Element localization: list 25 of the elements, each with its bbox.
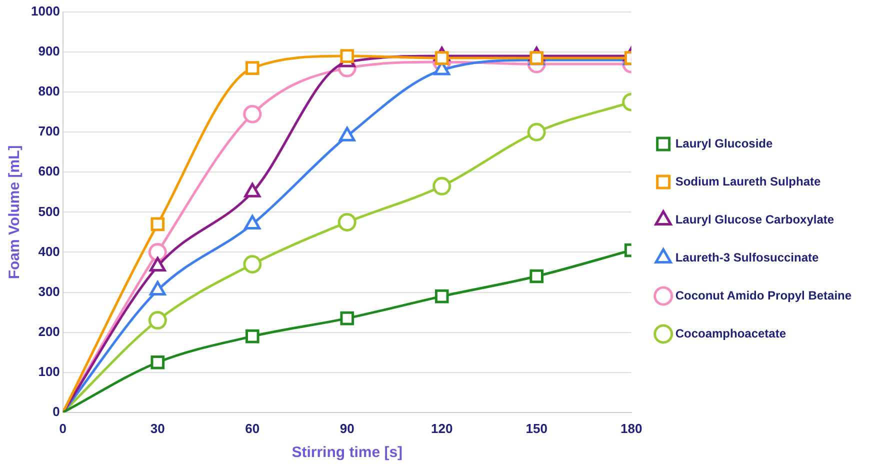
- legend-label: Sodium Laureth Sulphate: [675, 174, 821, 188]
- y-tick-label: 400: [38, 244, 60, 259]
- x-tick-label: 150: [526, 420, 548, 436]
- y-tick-label: 100: [38, 364, 60, 379]
- legend-label: Lauryl Glucose Carboxylate: [675, 212, 834, 226]
- x-tick-label: 180: [620, 420, 642, 436]
- x-tick-label: 30: [150, 420, 165, 436]
- y-tick-label: 200: [38, 324, 60, 339]
- y-tick-label: 700: [38, 124, 60, 139]
- x-tick-label: 90: [340, 420, 354, 436]
- legend-label: Coconut Amido Propyl Betaine: [675, 288, 852, 302]
- y-tick-label: 500: [38, 204, 60, 219]
- y-tick-label: 900: [38, 44, 60, 59]
- legend-label: Cocoamphoacetate: [675, 326, 786, 340]
- x-axis-title: Stirring time [s]: [292, 444, 403, 462]
- y-tick-label: 600: [38, 164, 60, 179]
- y-axis-title: Foam Volume [mL]: [6, 145, 24, 280]
- legend-label: Lauryl Glucoside: [675, 136, 774, 150]
- x-tick-label: 120: [431, 420, 453, 436]
- legend-label: Laureth-3 Sulfosuccinate: [675, 250, 820, 264]
- y-tick-label: 300: [38, 284, 60, 299]
- y-tick-label: 0: [52, 404, 60, 419]
- y-tick-label: 1000: [31, 4, 60, 19]
- x-tick-label: 60: [245, 420, 260, 436]
- y-tick-label: 800: [38, 84, 60, 99]
